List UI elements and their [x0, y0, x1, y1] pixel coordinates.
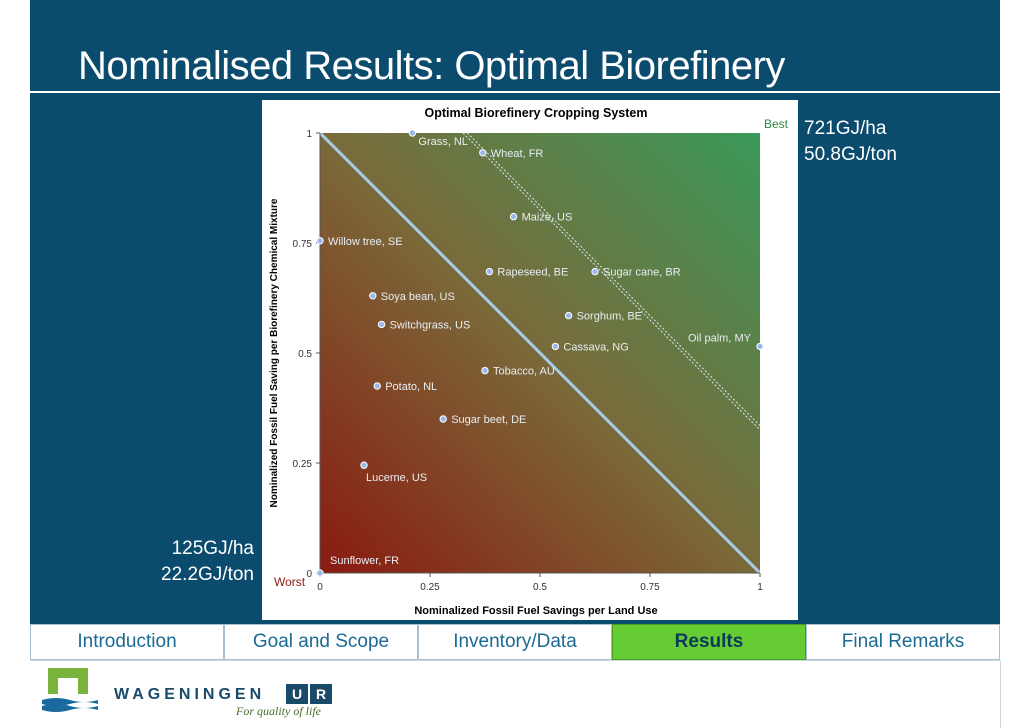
- tab-goal-and-scope[interactable]: Goal and Scope: [224, 624, 418, 660]
- chart-title: Optimal Biorefinery Cropping System: [425, 106, 648, 120]
- data-point-label: Switchgrass, US: [390, 319, 471, 331]
- data-point-label: Potato, NL: [385, 381, 437, 393]
- logo-tagline: For quality of life: [236, 704, 321, 718]
- corner-best-label: Best: [764, 117, 789, 131]
- y-tick-label: 0: [306, 569, 312, 580]
- tab-final-remarks[interactable]: Final Remarks: [806, 624, 1000, 660]
- data-point: [551, 342, 560, 351]
- best-label-per-ton: 50.8GJ/ton: [804, 144, 897, 165]
- data-point: [316, 569, 324, 577]
- y-tick-label: 0.75: [293, 239, 313, 250]
- footer-right-border: [1000, 660, 1001, 728]
- data-point-label: Rapeseed, BE: [497, 267, 568, 279]
- worst-label-per-hectare: 125GJ/ha: [171, 538, 254, 559]
- data-point: [564, 311, 573, 320]
- data-point-label: Tobacco, AU: [493, 366, 555, 378]
- data-point: [369, 292, 377, 300]
- data-point-label: Sunflower, FR: [330, 555, 399, 567]
- data-point: [360, 461, 368, 469]
- data-point: [408, 129, 417, 137]
- data-point: [377, 320, 386, 329]
- y-axis-label: Nominalized Fossil Fuel Saving per Biore…: [269, 198, 280, 507]
- data-point-label: Wheat, FR: [491, 148, 544, 160]
- corner-worst-label: Worst: [274, 575, 306, 589]
- logo-name: WAGENINGEN: [114, 686, 266, 703]
- iso-line-0: [320, 133, 760, 573]
- section-nav: Introduction Goal and Scope Inventory/Da…: [30, 624, 1000, 660]
- footer-divider: [30, 660, 1000, 661]
- data-point: [481, 366, 489, 375]
- x-tick-label: 1: [757, 582, 763, 593]
- data-point: [316, 237, 324, 245]
- tab-results[interactable]: Results: [612, 624, 806, 660]
- data-point-label: Sugar beet, DE: [451, 414, 526, 426]
- x-axis-label: Nominalized Fossil Fuel Savings per Land…: [414, 605, 657, 617]
- data-point-label: Soya bean, US: [381, 291, 455, 303]
- logo-r-letter: R: [310, 684, 332, 704]
- data-point: [485, 267, 494, 276]
- data-point-label: Oil palm, MY: [688, 332, 752, 344]
- data-point: [479, 149, 487, 157]
- x-tick-label: 0.75: [640, 582, 660, 593]
- title-underline: [30, 91, 1000, 93]
- wageningen-logo: WAGENINGEN U R For quality of life: [42, 668, 342, 720]
- data-point: [373, 382, 381, 390]
- x-tick-label: 0: [317, 582, 323, 593]
- x-tick-label: 0.5: [533, 582, 547, 593]
- logo-mark-icon: [42, 668, 98, 712]
- logo-ur-badge: U R: [286, 684, 334, 704]
- logo-u-letter: U: [286, 684, 308, 704]
- worst-label: 125GJ/ha 22.2GJ/ton: [140, 536, 254, 588]
- worst-label-per-ton: 22.2GJ/ton: [161, 564, 254, 585]
- x-tick-label: 0.25: [420, 582, 440, 593]
- data-point: [756, 342, 764, 351]
- data-point: [439, 415, 447, 423]
- y-tick-label: 0.25: [293, 459, 313, 470]
- tab-introduction[interactable]: Introduction: [30, 624, 224, 660]
- data-point: [591, 267, 599, 276]
- best-label-per-hectare: 721GJ/ha: [804, 118, 887, 139]
- data-point-label: Sugar cane, BR: [603, 267, 681, 279]
- chart-panel: 0 0.25 0.5 0.75 1 0 0.25 0.5 0.75 1 Grass, NL Whea…: [262, 100, 798, 620]
- data-point-label: Cassava, NG: [563, 341, 628, 353]
- data-point-label: Grass, NL: [418, 136, 468, 148]
- tab-inventory-data[interactable]: Inventory/Data: [418, 624, 612, 660]
- data-point-label: Sorghum, BE: [577, 311, 642, 323]
- scatter-chart: 0 0.25 0.5 0.75 1 0 0.25 0.5 0.75 1 Grass, NL Whea…: [269, 106, 789, 617]
- y-tick-label: 0.5: [298, 349, 312, 360]
- data-point-label: Willow tree, SE: [328, 236, 403, 248]
- data-point-label: Maize, US: [522, 212, 573, 224]
- iso-line-2: [467, 133, 760, 426]
- slide-title: Nominalised Results: Optimal Biorefinery: [78, 44, 785, 88]
- data-point: [509, 212, 518, 221]
- y-tick-label: 1: [306, 129, 312, 140]
- data-point-label: Lucerne, US: [366, 472, 427, 484]
- best-label: 721GJ/ha 50.8GJ/ton: [804, 116, 897, 168]
